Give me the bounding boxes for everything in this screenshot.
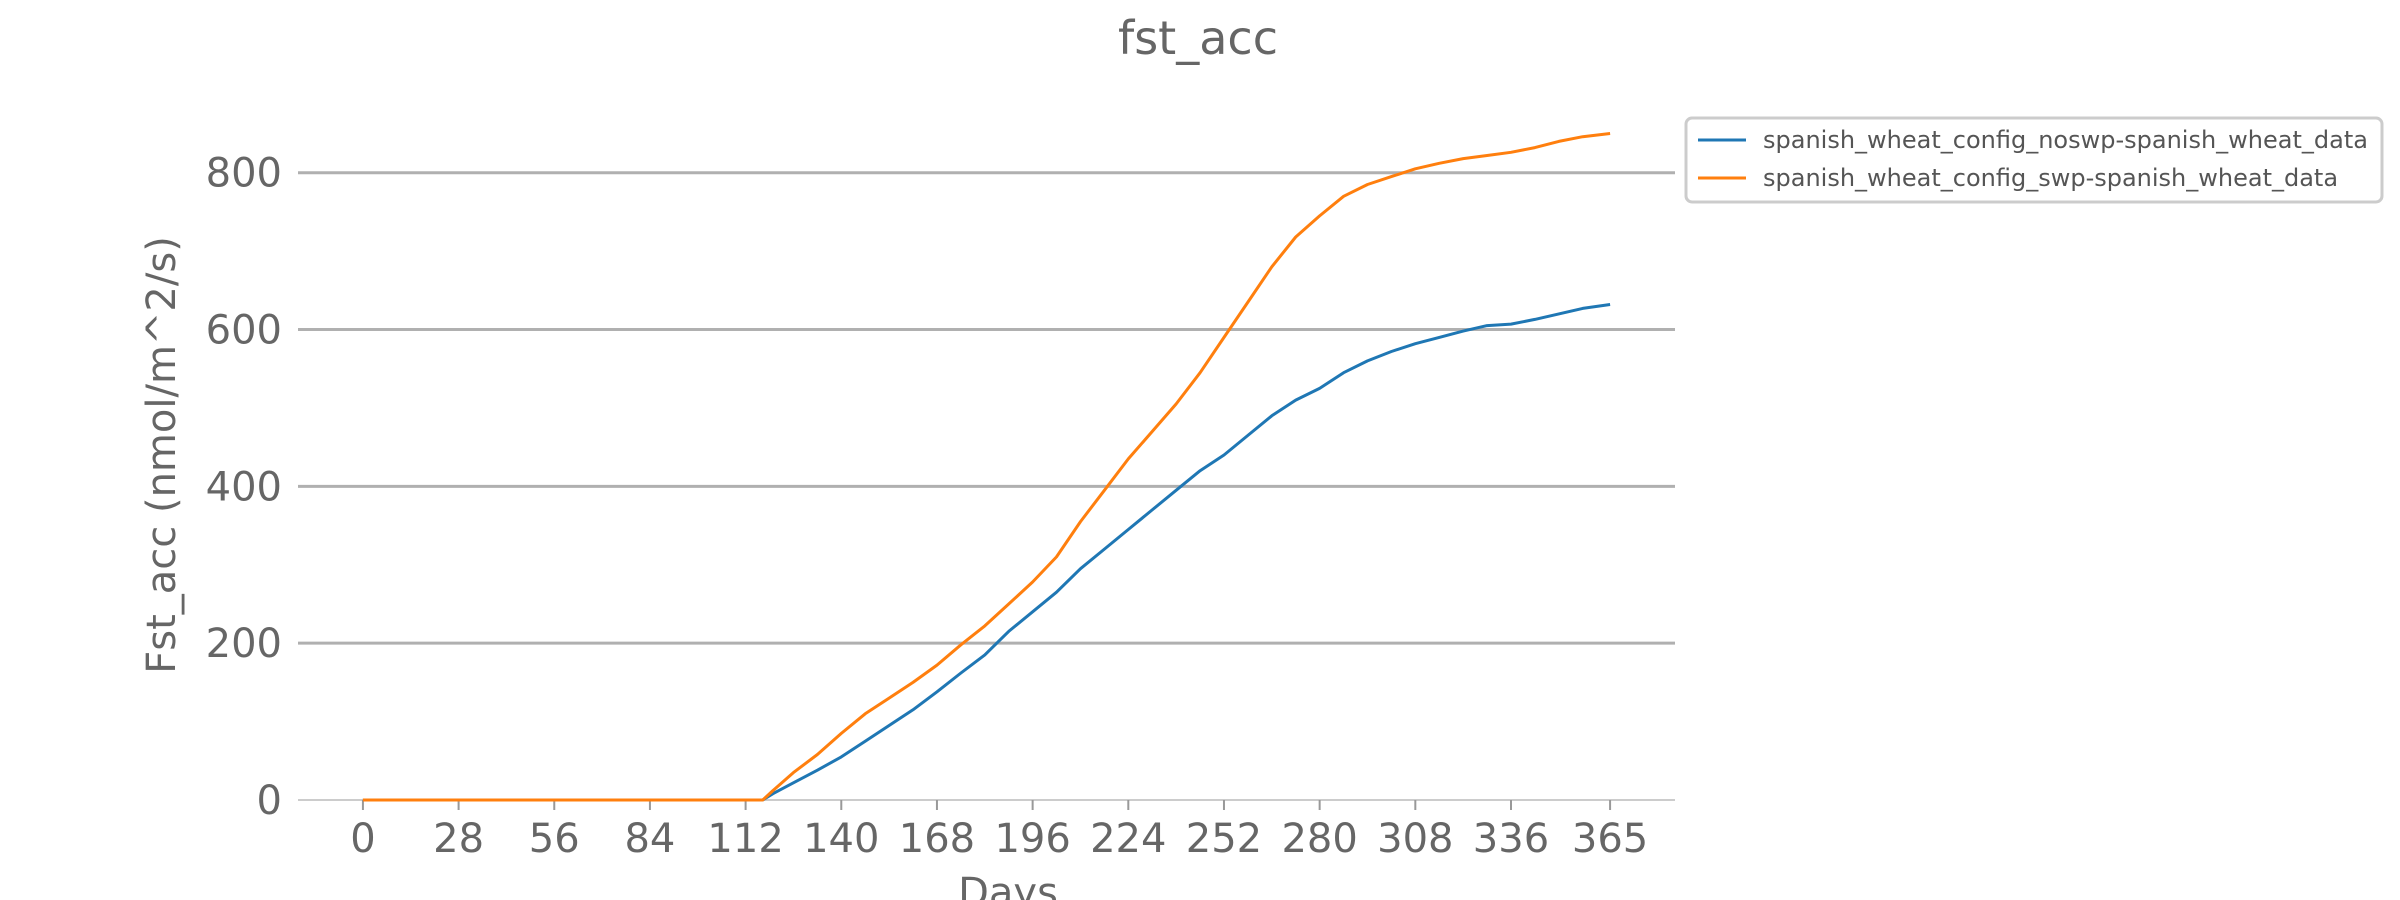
y-tick-label: 600 <box>206 308 282 354</box>
x-axis: 0 28 56 84 112 140 168 196 224 252 280 308 336 365 <box>350 800 1648 862</box>
legend-entry: spanish_wheat_config_noswp-spanish_wheat… <box>1763 126 2368 154</box>
y-axis-label: Fst_acc (nmol/m^2/s) <box>139 236 185 674</box>
x-tick-label: 196 <box>994 816 1070 862</box>
x-tick-label: 224 <box>1090 816 1166 862</box>
x-tick-label: 168 <box>899 816 975 862</box>
y-tick-label: 400 <box>206 464 282 510</box>
x-tick-label: 365 <box>1572 816 1648 862</box>
series-group <box>362 132 1611 802</box>
y-tick-label: 800 <box>206 151 282 197</box>
series-line-2 <box>362 132 1611 802</box>
y-tick-label: 0 <box>257 778 282 824</box>
legend-frame <box>1684 116 2384 204</box>
x-tick-label: 84 <box>624 816 675 862</box>
x-tick-label: 112 <box>707 816 783 862</box>
grid <box>298 171 1675 645</box>
x-tick-label: 0 <box>350 816 375 862</box>
legend: spanish_wheat_config_noswp-spanish_wheat… <box>1684 116 2384 204</box>
x-tick-label: 280 <box>1281 816 1357 862</box>
legend-entry: spanish_wheat_config_swp-spanish_wheat_d… <box>1763 164 2338 192</box>
x-tick-label: 28 <box>433 816 484 862</box>
x-axis-label: Days <box>958 870 1058 900</box>
x-tick-label: 336 <box>1473 816 1549 862</box>
x-tick-label: 56 <box>529 816 580 862</box>
y-tick-label: 200 <box>206 621 282 667</box>
x-tick-label: 252 <box>1186 816 1262 862</box>
y-axis: 0 200 400 600 800 <box>206 151 282 824</box>
chart-title: fst_acc <box>1118 11 1278 65</box>
x-tick-label: 308 <box>1377 816 1453 862</box>
x-tick-label: 140 <box>803 816 879 862</box>
series-line-1 <box>362 303 1611 802</box>
